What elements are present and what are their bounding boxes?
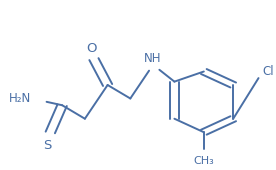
Text: S: S [43, 139, 52, 152]
Text: NH: NH [144, 52, 162, 65]
Text: H₂N: H₂N [9, 92, 31, 105]
Text: CH₃: CH₃ [193, 156, 214, 166]
Text: Cl: Cl [262, 65, 274, 78]
Text: O: O [86, 42, 97, 55]
